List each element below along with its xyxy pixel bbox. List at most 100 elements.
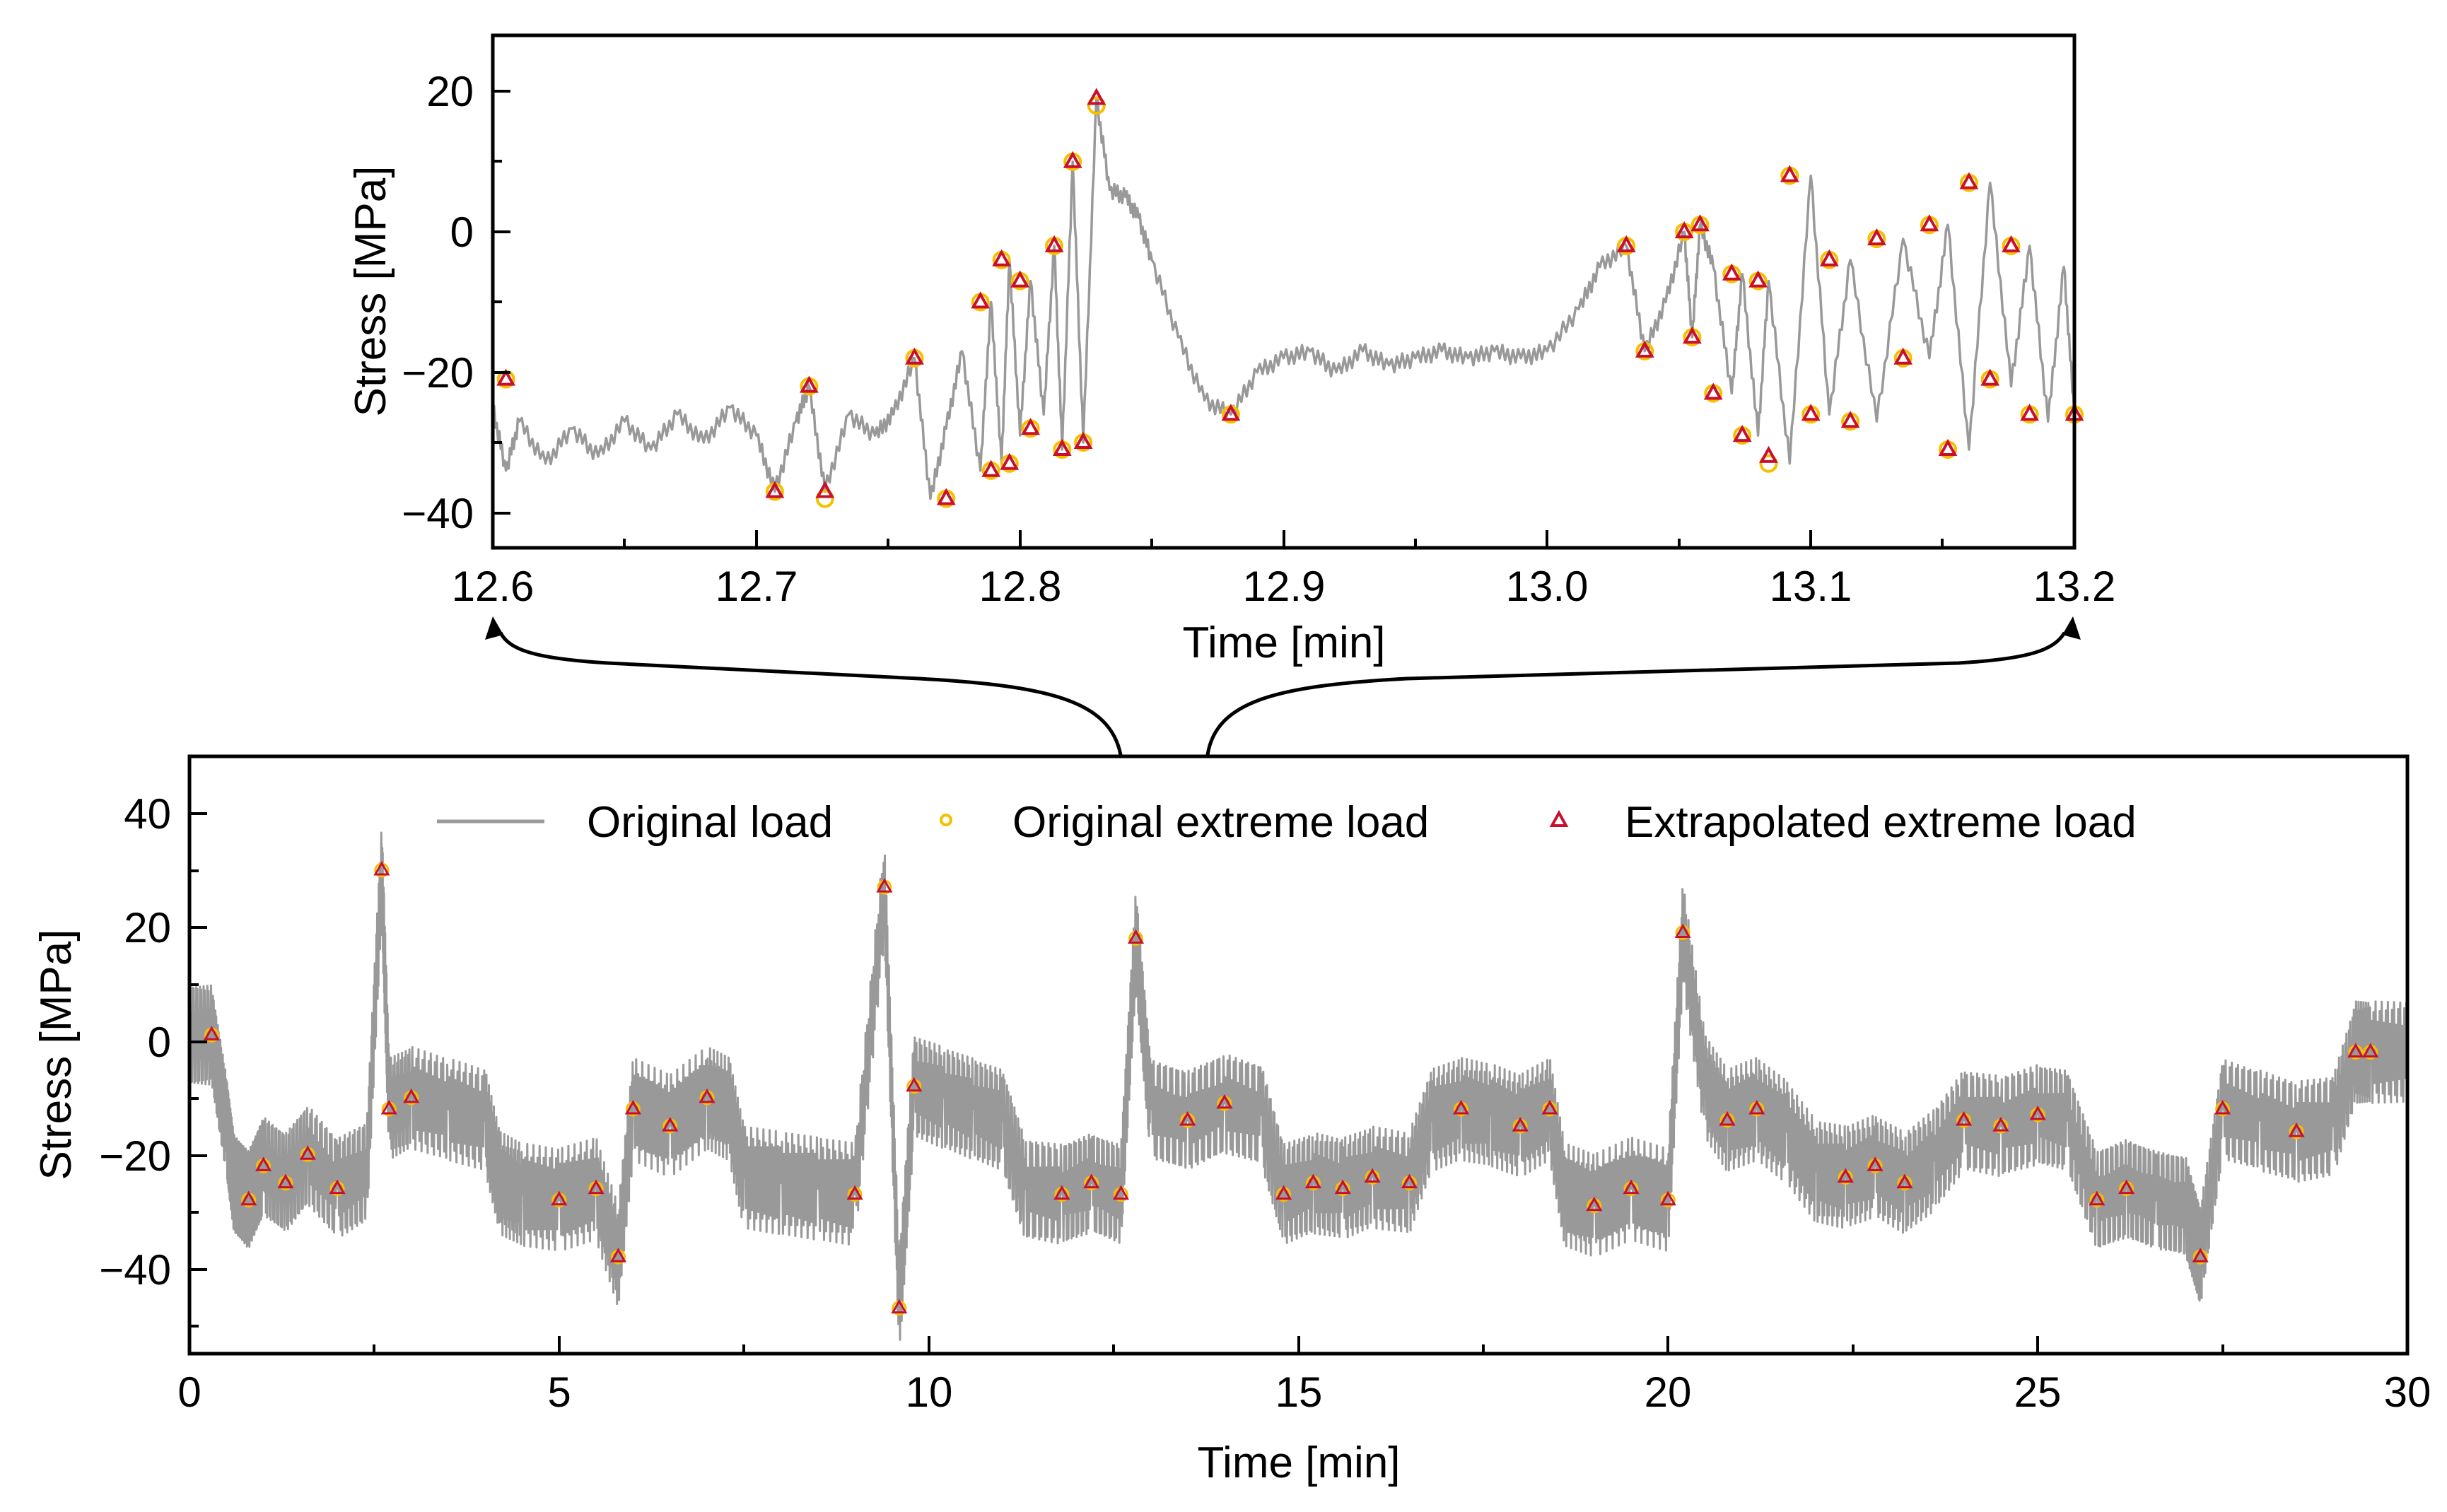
marker-extrapolated-extreme-load xyxy=(1010,270,1030,288)
marker-extrapolated-extreme-load xyxy=(1896,1173,1913,1189)
marker-extrapolated-extreme-load xyxy=(2089,1190,2106,1206)
zoom-x-axis-title: Time [min] xyxy=(1182,619,1385,667)
zoom-ytick-label: 0 xyxy=(450,209,474,256)
overview-y-axis-title: Stress [MPa] xyxy=(32,930,81,1180)
marker-extrapolated-extreme-load xyxy=(1635,340,1654,358)
marker-extrapolated-extreme-load xyxy=(1893,347,1913,365)
marker-extrapolated-extreme-load xyxy=(1021,418,1040,435)
zoom-ytick-label: −20 xyxy=(402,349,474,397)
marker-extrapolated-extreme-load xyxy=(609,1248,627,1262)
overview-ytick-label: −20 xyxy=(99,1132,171,1180)
overview-ytick-label: −40 xyxy=(99,1246,171,1294)
marker-extrapolated-extreme-load xyxy=(876,878,893,893)
zoom-xtick-label: 13.1 xyxy=(1770,563,1852,610)
marker-extrapolated-extreme-load xyxy=(1304,1173,1321,1189)
overview-ytick-label: 40 xyxy=(124,790,171,838)
marker-extrapolated-extreme-load xyxy=(1840,411,1860,428)
marker-extrapolated-extreme-load xyxy=(2214,1099,2231,1115)
marker-extrapolated-extreme-load xyxy=(1112,1185,1130,1200)
marker-extrapolated-extreme-load xyxy=(1801,404,1821,421)
arrowhead-left xyxy=(485,616,503,640)
marker-extrapolated-extreme-load xyxy=(1674,923,1691,938)
overview-xtick-label: 10 xyxy=(906,1369,953,1416)
marker-extrapolated-extreme-load xyxy=(992,249,1011,266)
marker-extrapolated-extreme-load xyxy=(1179,1110,1196,1126)
marker-extrapolated-extreme-load xyxy=(891,1299,908,1314)
marker-extrapolated-extreme-load xyxy=(1780,165,1799,182)
marker-extrapolated-extreme-load xyxy=(2020,404,2039,421)
marker-extrapolated-extreme-load xyxy=(1073,431,1093,449)
zoom-xtick-label: 13.0 xyxy=(1506,563,1589,610)
marker-extrapolated-extreme-load xyxy=(2362,1043,2379,1057)
marker-extrapolated-extreme-load xyxy=(1659,1190,1676,1206)
marker-extrapolated-extreme-load xyxy=(981,459,1001,477)
zoom-xtick-label: 12.7 xyxy=(716,563,798,610)
marker-extrapolated-extreme-load xyxy=(2029,1105,2046,1120)
overview-xtick-label: 0 xyxy=(177,1369,201,1416)
overview-ytick-label: 0 xyxy=(148,1019,171,1066)
legend-swatch-extrapolated-extreme xyxy=(1549,809,1569,827)
overview-xtick-label: 5 xyxy=(547,1369,571,1416)
marker-extrapolated-extreme-load xyxy=(551,1190,568,1206)
marker-original-extreme-load xyxy=(1087,96,1106,115)
marker-extrapolated-extreme-load xyxy=(765,481,785,498)
series-line-original-load xyxy=(491,97,2076,500)
marker-extrapolated-extreme-load xyxy=(373,860,390,876)
marker-extrapolated-extreme-load xyxy=(1959,172,1979,189)
legend-swatch-original-extreme xyxy=(940,814,952,826)
marker-extrapolated-extreme-load xyxy=(2288,1123,2305,1137)
marker-extrapolated-extreme-load xyxy=(496,368,515,386)
marker-extrapolated-extreme-load xyxy=(1837,1168,1854,1183)
overview-plot-area xyxy=(188,831,2409,1341)
marker-extrapolated-extreme-load xyxy=(1732,424,1752,443)
marker-extrapolated-extreme-load xyxy=(1616,235,1636,252)
marker-extrapolated-extreme-load xyxy=(662,1117,679,1132)
overview-xtick-label: 20 xyxy=(1645,1369,1692,1416)
marker-extrapolated-extreme-load xyxy=(1044,235,1064,252)
marker-extrapolated-extreme-load xyxy=(1541,1099,1558,1115)
overview-xtick-label: 25 xyxy=(2014,1369,2062,1416)
marker-extrapolated-extreme-load xyxy=(1053,1185,1070,1200)
marker-extrapolated-extreme-load xyxy=(380,1099,397,1115)
marker-extrapolated-extreme-load xyxy=(1000,452,1020,470)
marker-extrapolated-extreme-load xyxy=(815,481,835,498)
zoom-axis-frame xyxy=(491,33,2077,550)
zoom-xtick-label: 12.6 xyxy=(452,563,535,610)
legend-label-original-extreme: Original extreme load xyxy=(1012,798,1429,847)
marker-original-extreme-load xyxy=(815,489,834,508)
zoom-xtick-label: 12.9 xyxy=(1243,563,1326,610)
marker-extrapolated-extreme-load xyxy=(1052,438,1072,456)
marker-extrapolated-extreme-load xyxy=(1759,445,1778,463)
marker-extrapolated-extreme-load xyxy=(299,1145,316,1160)
marker-extrapolated-extreme-load xyxy=(1364,1168,1381,1183)
marker-extrapolated-extreme-load xyxy=(1216,1094,1233,1109)
marker-extrapolated-extreme-load xyxy=(1819,249,1839,266)
overview-x-axis-title: Time [min] xyxy=(1197,1438,1400,1487)
marker-extrapolated-extreme-load xyxy=(1938,438,1958,456)
connector-arrow-right xyxy=(1205,631,2067,756)
marker-extrapolated-extreme-load xyxy=(1063,151,1082,168)
overview-xtick-label: 30 xyxy=(2384,1369,2431,1416)
marker-extrapolated-extreme-load xyxy=(905,347,924,365)
marker-extrapolated-extreme-load xyxy=(1334,1179,1351,1195)
marker-extrapolated-extreme-load xyxy=(2347,1043,2364,1057)
marker-extrapolated-extreme-load xyxy=(1401,1173,1418,1189)
marker-extrapolated-extreme-load xyxy=(699,1088,716,1103)
marker-extrapolated-extreme-load xyxy=(255,1156,272,1171)
marker-extrapolated-extreme-load xyxy=(1980,368,2000,386)
marker-extrapolated-extreme-load xyxy=(2118,1179,2135,1195)
connector-arrow-left xyxy=(498,631,1123,756)
marker-extrapolated-extreme-load xyxy=(1867,228,1886,245)
marker-extrapolated-extreme-load xyxy=(1623,1179,1640,1195)
marker-extrapolated-extreme-load xyxy=(971,291,991,309)
marker-extrapolated-extreme-load xyxy=(1703,382,1723,400)
marker-extrapolated-extreme-load xyxy=(1586,1196,1603,1212)
marker-extrapolated-extreme-load xyxy=(1683,326,1702,344)
zoom-chart: −40 −20 0 20 12.6 12.7 12.8 12.9 13.0 13… xyxy=(346,33,2115,667)
marker-extrapolated-extreme-load xyxy=(936,488,956,505)
marker-extrapolated-extreme-load xyxy=(1083,1173,1100,1189)
arrowhead-right xyxy=(2062,616,2081,640)
overview-ytick-label: 20 xyxy=(124,904,171,951)
zoom-ytick-label: −40 xyxy=(402,490,474,537)
